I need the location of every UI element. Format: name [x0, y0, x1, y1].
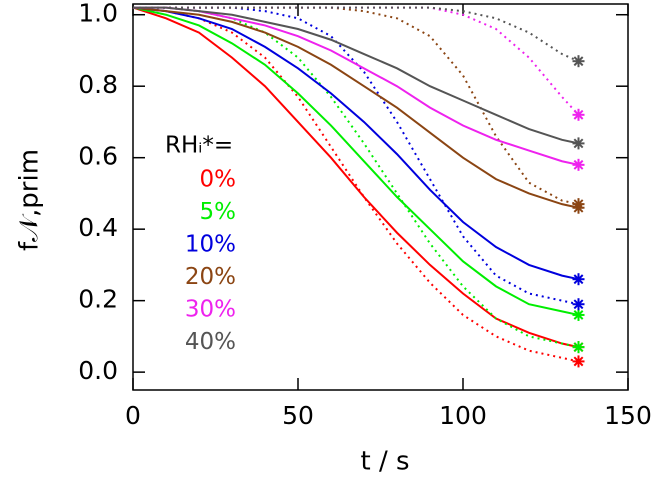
- marker-stroke: [573, 138, 584, 149]
- end-marker: [572, 158, 585, 171]
- dotted-line: [132, 6, 579, 363]
- x-tick-label: 100: [439, 401, 487, 430]
- legend-entry: 0%: [200, 167, 237, 193]
- y-axis-label: f𝒩,prim: [15, 149, 45, 251]
- y-tick-label: 0.8: [78, 70, 118, 99]
- marker-stroke: [573, 274, 584, 285]
- y-tick-label: 0.2: [78, 285, 118, 314]
- y-tick-label: 0.6: [78, 142, 118, 171]
- legend-entry: 20%: [185, 264, 236, 290]
- legend-entry: 30%: [185, 297, 236, 323]
- marker-stroke: [573, 159, 584, 170]
- end-marker: [572, 137, 585, 150]
- y-tick-label: 1.0: [78, 0, 118, 28]
- marker-stroke: [573, 299, 584, 310]
- solid-line: [132, 6, 579, 316]
- legend-title: RHᵢ*=: [165, 133, 233, 159]
- end-marker: [572, 108, 585, 121]
- legend-entry: 10%: [185, 232, 236, 258]
- x-tick-label: 0: [125, 401, 141, 430]
- end-marker: [572, 55, 585, 68]
- solid-line: [132, 6, 579, 281]
- y-tick-label: 0.4: [78, 213, 118, 242]
- end-marker: [572, 198, 585, 211]
- end-marker: [572, 308, 585, 321]
- dotted-line: [133, 6, 580, 116]
- marker-stroke: [573, 56, 584, 67]
- x-tick-label: 150: [604, 401, 652, 430]
- end-marker: [572, 355, 585, 368]
- end-marker: [572, 298, 585, 311]
- marker-stroke: [573, 342, 584, 353]
- marker-stroke: [573, 109, 584, 120]
- solid-line: [133, 6, 579, 145]
- y-tick-label: 0.0: [78, 356, 118, 385]
- legend-entry: 40%: [185, 329, 236, 355]
- end-marker: [572, 273, 585, 286]
- marker-stroke: [573, 310, 584, 320]
- marker-stroke: [573, 199, 584, 210]
- solid-line: [132, 6, 579, 349]
- x-axis-label: t / s: [360, 447, 409, 477]
- dotted-line: [133, 6, 579, 306]
- solid-line: [132, 6, 579, 209]
- end-marker: [572, 341, 585, 354]
- plot-frame: [132, 3, 629, 391]
- x-tick-label: 50: [282, 401, 314, 430]
- legend-entry: 5%: [200, 199, 237, 225]
- marker-stroke: [573, 356, 584, 367]
- solid-line: [133, 6, 579, 166]
